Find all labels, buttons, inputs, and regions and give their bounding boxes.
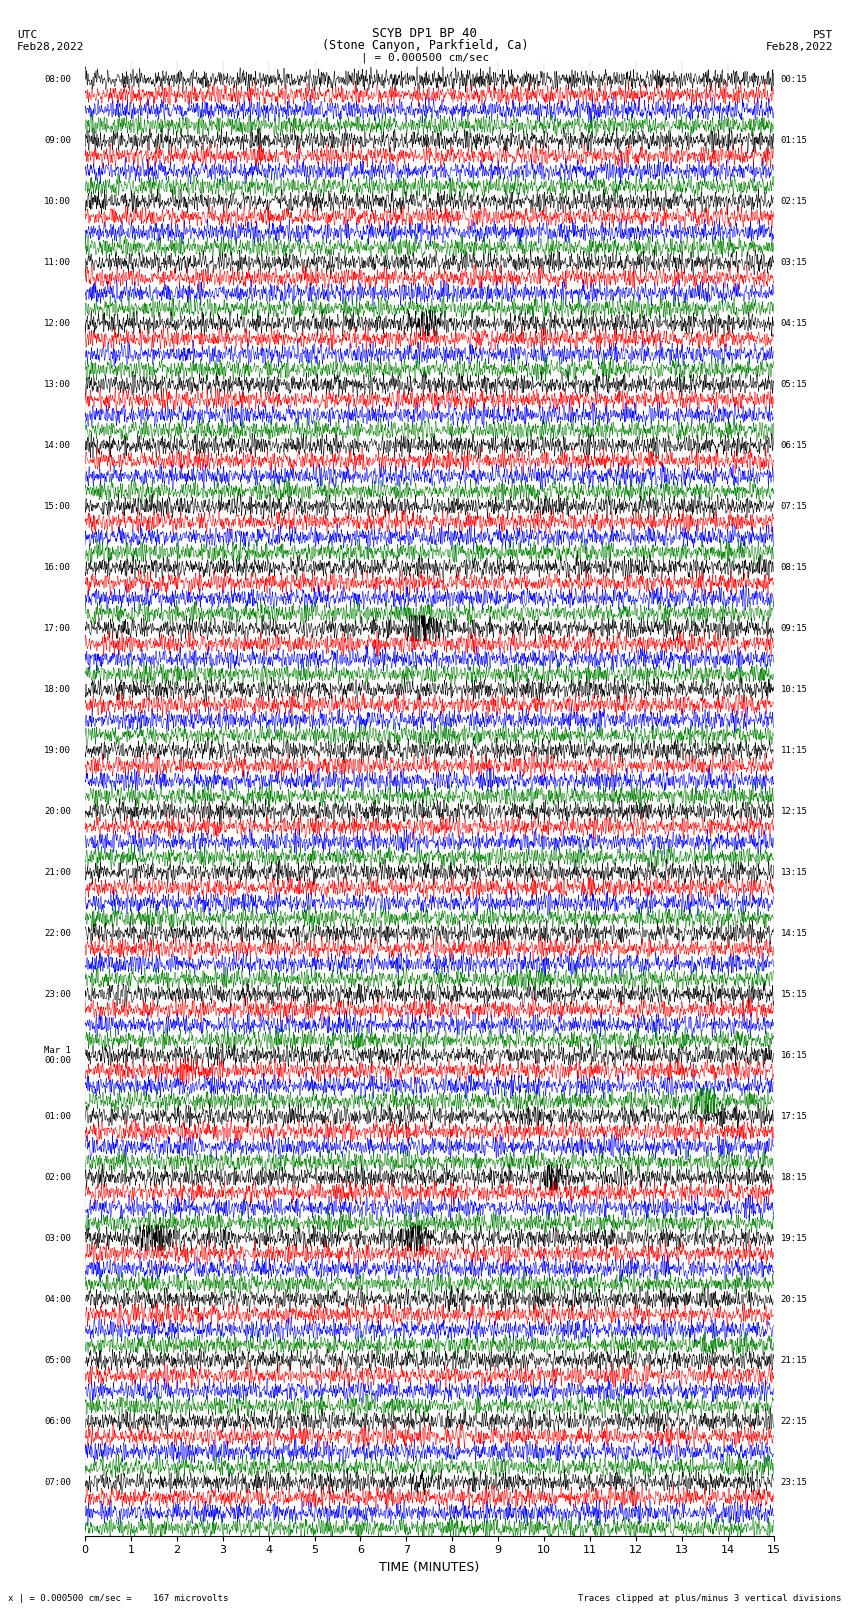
Text: 11:00: 11:00 bbox=[44, 258, 71, 268]
Text: 04:00: 04:00 bbox=[44, 1295, 71, 1303]
Text: PST: PST bbox=[813, 29, 833, 39]
Text: 12:00: 12:00 bbox=[44, 319, 71, 327]
Text: UTC: UTC bbox=[17, 29, 37, 39]
Text: 18:15: 18:15 bbox=[780, 1173, 808, 1182]
Text: 16:00: 16:00 bbox=[44, 563, 71, 573]
Text: 14:00: 14:00 bbox=[44, 440, 71, 450]
Text: 23:15: 23:15 bbox=[780, 1478, 808, 1487]
Text: 07:00: 07:00 bbox=[44, 1478, 71, 1487]
Text: 13:15: 13:15 bbox=[780, 868, 808, 877]
Text: 05:15: 05:15 bbox=[780, 381, 808, 389]
Text: 13:00: 13:00 bbox=[44, 381, 71, 389]
Text: 18:00: 18:00 bbox=[44, 686, 71, 694]
Text: x | = 0.000500 cm/sec =    167 microvolts: x | = 0.000500 cm/sec = 167 microvolts bbox=[8, 1594, 229, 1603]
Text: 17:15: 17:15 bbox=[780, 1111, 808, 1121]
Text: 20:00: 20:00 bbox=[44, 806, 71, 816]
Text: 21:15: 21:15 bbox=[780, 1357, 808, 1365]
Text: 19:15: 19:15 bbox=[780, 1234, 808, 1242]
Text: 02:15: 02:15 bbox=[780, 197, 808, 206]
Text: 06:00: 06:00 bbox=[44, 1416, 71, 1426]
Text: 12:15: 12:15 bbox=[780, 806, 808, 816]
Text: 16:15: 16:15 bbox=[780, 1050, 808, 1060]
Text: 23:00: 23:00 bbox=[44, 990, 71, 998]
Text: 22:00: 22:00 bbox=[44, 929, 71, 937]
Text: (Stone Canyon, Parkfield, Ca): (Stone Canyon, Parkfield, Ca) bbox=[321, 39, 529, 52]
Text: 08:00: 08:00 bbox=[44, 76, 71, 84]
Text: 19:00: 19:00 bbox=[44, 745, 71, 755]
Text: Mar 1
00:00: Mar 1 00:00 bbox=[44, 1045, 71, 1065]
Text: 14:15: 14:15 bbox=[780, 929, 808, 937]
Text: 08:15: 08:15 bbox=[780, 563, 808, 573]
Text: 17:00: 17:00 bbox=[44, 624, 71, 632]
Text: Feb28,2022: Feb28,2022 bbox=[766, 42, 833, 52]
Text: 21:00: 21:00 bbox=[44, 868, 71, 877]
Text: 07:15: 07:15 bbox=[780, 502, 808, 511]
Text: 06:15: 06:15 bbox=[780, 440, 808, 450]
Text: 22:15: 22:15 bbox=[780, 1416, 808, 1426]
Text: 10:00: 10:00 bbox=[44, 197, 71, 206]
Text: 15:15: 15:15 bbox=[780, 990, 808, 998]
Text: 02:00: 02:00 bbox=[44, 1173, 71, 1182]
Text: 09:15: 09:15 bbox=[780, 624, 808, 632]
X-axis label: TIME (MINUTES): TIME (MINUTES) bbox=[379, 1561, 479, 1574]
Text: Feb28,2022: Feb28,2022 bbox=[17, 42, 84, 52]
Text: 11:15: 11:15 bbox=[780, 745, 808, 755]
Text: 09:00: 09:00 bbox=[44, 135, 71, 145]
Text: 10:15: 10:15 bbox=[780, 686, 808, 694]
Text: 04:15: 04:15 bbox=[780, 319, 808, 327]
Text: 03:00: 03:00 bbox=[44, 1234, 71, 1242]
Text: | = 0.000500 cm/sec: | = 0.000500 cm/sec bbox=[361, 52, 489, 63]
Text: 03:15: 03:15 bbox=[780, 258, 808, 268]
Text: 01:15: 01:15 bbox=[780, 135, 808, 145]
Text: SCYB DP1 BP 40: SCYB DP1 BP 40 bbox=[372, 26, 478, 39]
Text: Traces clipped at plus/minus 3 vertical divisions: Traces clipped at plus/minus 3 vertical … bbox=[578, 1594, 842, 1603]
Text: 01:00: 01:00 bbox=[44, 1111, 71, 1121]
Text: 20:15: 20:15 bbox=[780, 1295, 808, 1303]
Text: 05:00: 05:00 bbox=[44, 1357, 71, 1365]
Text: 00:15: 00:15 bbox=[780, 76, 808, 84]
Text: 15:00: 15:00 bbox=[44, 502, 71, 511]
